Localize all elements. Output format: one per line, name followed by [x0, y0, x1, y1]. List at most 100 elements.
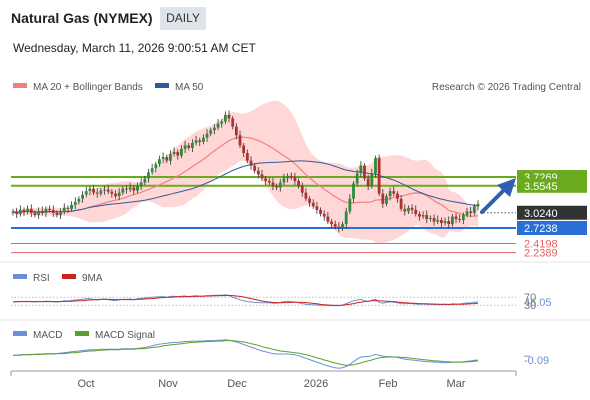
- candle: [117, 188, 121, 201]
- candle: [256, 167, 260, 179]
- candle: [227, 110, 231, 123]
- legend-rsi: RSI: [33, 273, 50, 284]
- rsi-swatch: [13, 274, 27, 279]
- legend-ma20: MA 20 + Bollinger Bands: [33, 82, 143, 93]
- candle: [216, 118, 220, 131]
- legend-macd-signal: MACD Signal: [95, 330, 155, 341]
- level-label-bg: [517, 205, 587, 220]
- candle: [311, 199, 315, 209]
- candle: [172, 147, 176, 157]
- candle: [461, 212, 465, 225]
- candle: [70, 201, 73, 212]
- candle: [344, 207, 348, 229]
- macd-signal-swatch: [75, 331, 89, 336]
- candle: [198, 137, 202, 146]
- candle: [469, 206, 473, 218]
- candle: [425, 210, 429, 224]
- candle: [282, 173, 286, 186]
- candle: [88, 186, 92, 196]
- candle: [51, 205, 55, 218]
- candle: [245, 149, 249, 164]
- candle: [234, 123, 238, 140]
- candle: [223, 111, 227, 125]
- candlesticks: [11, 110, 480, 233]
- candle: [363, 163, 366, 181]
- legend-macd: MACD: [33, 330, 62, 341]
- candle: [66, 205, 70, 213]
- bollinger-fill: [13, 100, 478, 243]
- candle: [293, 172, 297, 186]
- candle: [103, 186, 106, 195]
- candle: [286, 173, 290, 183]
- candle: [84, 186, 88, 198]
- candle: [48, 205, 52, 213]
- candle: [447, 216, 451, 229]
- candle: [458, 214, 462, 223]
- candle: [150, 163, 154, 175]
- rsi-level-label: 70: [524, 292, 536, 304]
- chart-datetime: Wednesday, March 11, 2026 9:00:51 AM CET: [13, 41, 256, 55]
- candle: [205, 129, 209, 142]
- rsi-ma-line: [13, 294, 479, 306]
- candle: [377, 154, 381, 197]
- level-label-pivot: 2.2389: [524, 248, 558, 260]
- candle: [421, 211, 425, 220]
- candle: [77, 196, 81, 205]
- candle: [18, 205, 22, 217]
- candle: [366, 174, 370, 191]
- ma50-line: [12, 160, 479, 214]
- candle: [333, 220, 337, 230]
- candle: [476, 200, 480, 211]
- candle: [370, 168, 374, 189]
- candle: [396, 191, 399, 203]
- candle: [191, 139, 194, 153]
- candle: [322, 210, 326, 221]
- candle: [154, 161, 158, 173]
- candle: [359, 161, 363, 178]
- candle: [180, 145, 183, 159]
- candle: [176, 149, 180, 160]
- candle: [429, 215, 432, 222]
- candle: [399, 195, 403, 212]
- x-tick-label: Dec: [227, 378, 247, 390]
- candle: [62, 203, 66, 215]
- candle: [161, 152, 165, 164]
- candle: [352, 180, 355, 203]
- candle: [212, 124, 216, 135]
- candle: [403, 204, 407, 216]
- candle: [249, 156, 253, 170]
- legend-ma50: MA 50: [175, 82, 204, 93]
- level-label-current: 3.0240: [524, 208, 558, 220]
- candle: [40, 206, 44, 216]
- candle: [385, 193, 388, 207]
- candle: [267, 177, 271, 186]
- moving-averages: [12, 136, 479, 217]
- candle: [33, 210, 37, 218]
- candle: [326, 211, 330, 225]
- candle: [392, 186, 396, 197]
- candle: [22, 207, 26, 217]
- candle: [337, 222, 341, 233]
- bollinger-band: [13, 100, 478, 243]
- level-label-resistance: 3.5545: [524, 181, 558, 193]
- candle: [253, 163, 257, 174]
- x-tick-label: Feb: [379, 378, 398, 390]
- candle: [308, 196, 311, 207]
- candle: [187, 142, 191, 151]
- candle: [15, 207, 19, 219]
- candle: [348, 194, 352, 214]
- candle: [136, 182, 139, 194]
- rsi-level-label: 30: [524, 300, 536, 312]
- candle: [95, 188, 99, 198]
- candle: [432, 214, 436, 226]
- macd-panel: -0.09: [13, 339, 549, 369]
- candle: [414, 205, 418, 217]
- candle: [439, 217, 443, 228]
- candle: [242, 142, 246, 158]
- candle: [165, 154, 169, 164]
- timeframe-badge[interactable]: DAILY: [160, 7, 206, 30]
- candle: [410, 204, 414, 214]
- candle: [355, 169, 359, 187]
- candle: [436, 215, 440, 225]
